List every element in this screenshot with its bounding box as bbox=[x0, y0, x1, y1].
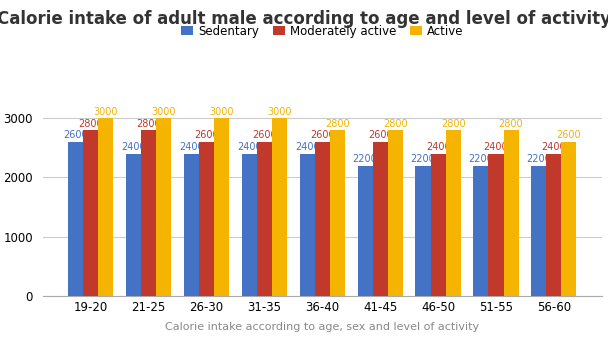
Text: 2400: 2400 bbox=[237, 142, 261, 152]
Bar bbox=[257, 142, 272, 296]
Bar bbox=[300, 154, 315, 296]
Bar bbox=[184, 154, 199, 296]
Bar bbox=[474, 166, 488, 296]
Bar bbox=[315, 142, 330, 296]
Text: 2400: 2400 bbox=[426, 142, 451, 152]
Text: 2800: 2800 bbox=[325, 119, 350, 128]
Bar bbox=[373, 142, 388, 296]
Text: 2800: 2800 bbox=[441, 119, 466, 128]
Text: 2800: 2800 bbox=[136, 119, 161, 128]
Bar bbox=[242, 154, 257, 296]
Bar bbox=[199, 142, 214, 296]
Legend: Sedentary, Moderately active, Active: Sedentary, Moderately active, Active bbox=[177, 20, 468, 42]
Text: 3000: 3000 bbox=[94, 107, 118, 117]
Text: 3000: 3000 bbox=[267, 107, 292, 117]
Text: Calorie intake of adult male according to age and level of activity: Calorie intake of adult male according t… bbox=[0, 10, 608, 29]
Text: 3000: 3000 bbox=[151, 107, 176, 117]
Text: 2400: 2400 bbox=[484, 142, 508, 152]
Text: 2600: 2600 bbox=[194, 130, 219, 140]
Text: 2600: 2600 bbox=[368, 130, 393, 140]
Text: 3000: 3000 bbox=[209, 107, 233, 117]
Bar bbox=[272, 118, 287, 296]
Bar bbox=[415, 166, 430, 296]
Text: 2600: 2600 bbox=[63, 130, 88, 140]
Bar bbox=[68, 142, 83, 296]
Text: 2200: 2200 bbox=[353, 154, 378, 164]
Bar bbox=[503, 130, 519, 296]
Bar bbox=[388, 130, 402, 296]
Text: 2200: 2200 bbox=[527, 154, 551, 164]
Bar bbox=[141, 130, 156, 296]
Bar bbox=[156, 118, 171, 296]
Bar bbox=[98, 118, 113, 296]
Text: 2800: 2800 bbox=[499, 119, 523, 128]
Text: 2400: 2400 bbox=[542, 142, 566, 152]
Text: 2400: 2400 bbox=[121, 142, 146, 152]
X-axis label: Calorie intake according to age, sex and level of activity: Calorie intake according to age, sex and… bbox=[165, 322, 479, 332]
Text: 2800: 2800 bbox=[383, 119, 407, 128]
Bar bbox=[358, 166, 373, 296]
Bar bbox=[83, 130, 98, 296]
Bar bbox=[330, 130, 345, 296]
Bar bbox=[547, 154, 561, 296]
Bar bbox=[214, 118, 229, 296]
Bar bbox=[488, 154, 503, 296]
Text: 2200: 2200 bbox=[410, 154, 435, 164]
Text: 2600: 2600 bbox=[557, 130, 581, 140]
Bar bbox=[430, 154, 446, 296]
Text: 2600: 2600 bbox=[252, 130, 277, 140]
Text: 2200: 2200 bbox=[469, 154, 493, 164]
Bar bbox=[446, 130, 461, 296]
Bar bbox=[561, 142, 576, 296]
Text: 2400: 2400 bbox=[179, 142, 204, 152]
Bar bbox=[126, 154, 141, 296]
Bar bbox=[531, 166, 547, 296]
Text: 2400: 2400 bbox=[295, 142, 319, 152]
Text: 2600: 2600 bbox=[310, 130, 334, 140]
Text: 2800: 2800 bbox=[78, 119, 103, 128]
